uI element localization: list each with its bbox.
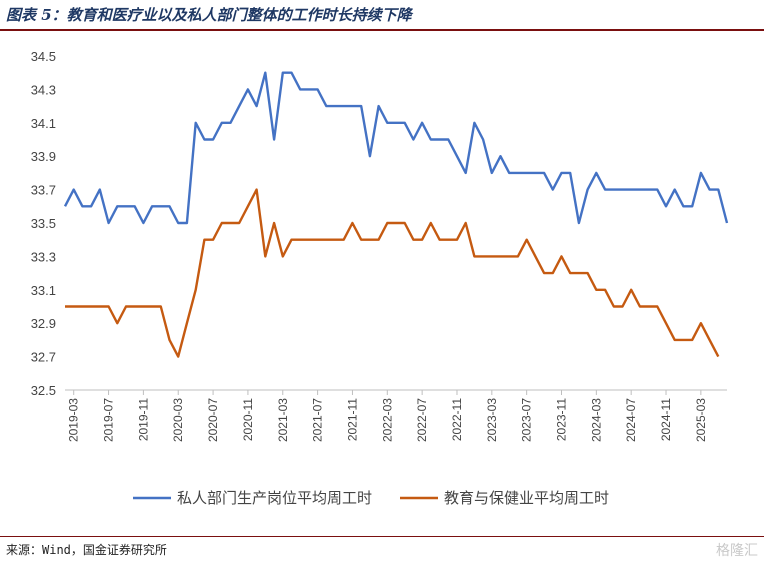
y-tick-label: 33.7 — [31, 183, 56, 198]
x-tick-label: 2024-03 — [589, 398, 603, 442]
y-tick-label: 34.3 — [31, 82, 56, 97]
source-note: 来源：Wind，国金证券研究所 — [6, 543, 167, 557]
x-tick-label: 2021-07 — [311, 398, 325, 442]
y-tick-label: 34.5 — [31, 49, 56, 64]
x-tick-label: 2025-03 — [694, 398, 708, 442]
x-tick-label: 2023-11 — [555, 398, 569, 441]
title-rule — [0, 29, 764, 31]
y-tick-label: 32.9 — [31, 316, 56, 331]
y-axis: 32.5 32.7 32.9 33.1 33.3 33.5 33.7 33.9 34.1 34.3… — [31, 49, 56, 398]
plot-lines — [63, 71, 729, 358]
x-tick-label: 2020-07 — [206, 398, 220, 442]
legend-label-1: 私人部门生产岗位平均周工时 — [177, 489, 372, 507]
legend-label-2: 教育与保健业平均周工时 — [444, 489, 609, 507]
x-tick-label: 2023-07 — [520, 398, 534, 442]
watermark: 格隆汇 — [716, 543, 758, 559]
y-tick-label: 34.1 — [31, 116, 56, 131]
x-tick-label: 2019-03 — [67, 398, 81, 442]
y-tick-label: 33.1 — [31, 283, 56, 298]
x-tick-label: 2020-11 — [241, 398, 255, 441]
y-tick-label: 32.5 — [31, 383, 56, 398]
y-tick-label: 33.9 — [31, 149, 56, 164]
x-tick-label: 2020-03 — [171, 398, 185, 442]
x-tick-label: 2019-11 — [136, 398, 150, 441]
series-line-2 — [65, 188, 720, 358]
x-tick-label: 2022-11 — [450, 398, 464, 441]
x-tick-label: 2022-07 — [415, 398, 429, 442]
legend: 私人部门生产岗位平均周工时 教育与保健业平均周工时 — [133, 489, 609, 507]
source-rule — [0, 536, 764, 537]
x-tick-label: 2024-07 — [624, 398, 638, 442]
y-tick-label: 33.5 — [31, 216, 56, 231]
series-line-1 — [63, 71, 729, 225]
y-tick-label: 32.7 — [31, 350, 56, 365]
x-axis: 2019-03 2019-07 2019-11 2020-03 2020-07 2020-… — [67, 390, 708, 442]
x-tick-label: 2024-11 — [659, 398, 673, 441]
x-tick-label: 2019-07 — [102, 398, 116, 442]
x-tick-label: 2021-11 — [345, 398, 359, 441]
x-tick-label: 2023-03 — [485, 398, 499, 442]
x-tick-label: 2021-03 — [276, 398, 290, 442]
y-tick-label: 33.3 — [31, 249, 56, 264]
figure-title: 图表 5：教育和医疗业以及私人部门整体的工作时长持续下降 — [6, 6, 412, 24]
x-tick-label: 2022-03 — [380, 398, 394, 442]
